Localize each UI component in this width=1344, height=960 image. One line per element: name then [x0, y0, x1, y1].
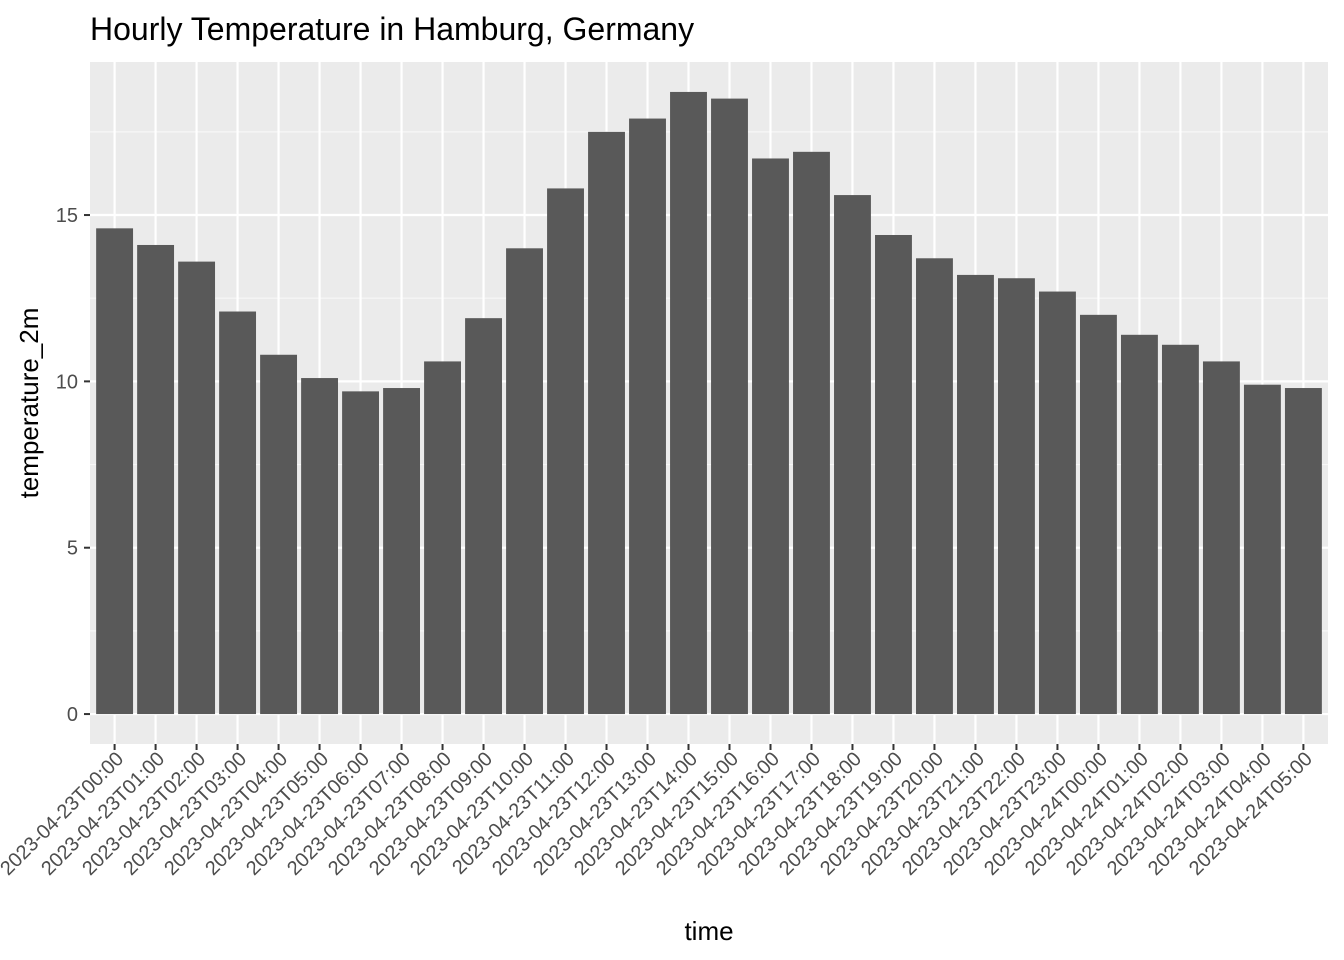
- y-axis: 0 5 10 15: [56, 205, 90, 726]
- bar-2023-04-23T11:00: [547, 188, 584, 715]
- x-axis: 2023-04-23T00:002023-04-23T01:002023-04-…: [0, 744, 1317, 880]
- bar-2023-04-23T06:00: [342, 391, 380, 715]
- bar-2023-04-24T01:00: [1120, 334, 1158, 715]
- y-tick-label: 5: [67, 538, 78, 560]
- bar-2023-04-23T22:00: [998, 278, 1035, 715]
- bar-2023-04-24T04:00: [1243, 384, 1281, 715]
- bar-2023-04-23T07:00: [383, 388, 420, 715]
- bar-2023-04-23T20:00: [916, 258, 953, 715]
- bar-2023-04-23T17:00: [793, 151, 830, 715]
- bar-2023-04-24T02:00: [1161, 344, 1199, 715]
- bar-2023-04-23T05:00: [301, 378, 339, 715]
- bar-2023-04-23T18:00: [834, 195, 871, 715]
- bar-2023-04-23T00:00: [96, 228, 134, 715]
- bar-2023-04-23T03:00: [219, 311, 257, 715]
- bar-2023-04-23T23:00: [1038, 291, 1076, 715]
- chart-title: Hourly Temperature in Hamburg, Germany: [90, 11, 694, 47]
- bar-2023-04-23T13:00: [629, 118, 666, 715]
- y-axis-title: temperature_2m: [14, 308, 44, 499]
- bar-2023-04-23T01:00: [137, 244, 175, 715]
- bar-2023-04-23T12:00: [588, 131, 625, 715]
- y-tick-label: 10: [56, 371, 78, 393]
- bar-2023-04-24T05:00: [1284, 388, 1322, 715]
- y-tick-label: 0: [67, 704, 78, 726]
- bars-group: [96, 91, 1322, 715]
- bar-2023-04-24T00:00: [1079, 314, 1117, 715]
- bar-2023-04-23T09:00: [465, 318, 502, 715]
- bar-2023-04-23T02:00: [178, 261, 216, 715]
- bar-2023-04-23T21:00: [957, 274, 994, 715]
- bar-2023-04-24T03:00: [1202, 361, 1240, 715]
- bar-2023-04-23T04:00: [260, 354, 298, 715]
- bar-2023-04-23T14:00: [670, 91, 707, 715]
- x-axis-title: time: [684, 916, 733, 946]
- bar-2023-04-23T16:00: [752, 158, 789, 715]
- bar-2023-04-23T19:00: [875, 234, 912, 715]
- y-tick-label: 15: [56, 205, 78, 227]
- bar-2023-04-23T10:00: [506, 248, 543, 715]
- bar-2023-04-23T15:00: [711, 98, 748, 715]
- bar-2023-04-23T08:00: [424, 361, 461, 715]
